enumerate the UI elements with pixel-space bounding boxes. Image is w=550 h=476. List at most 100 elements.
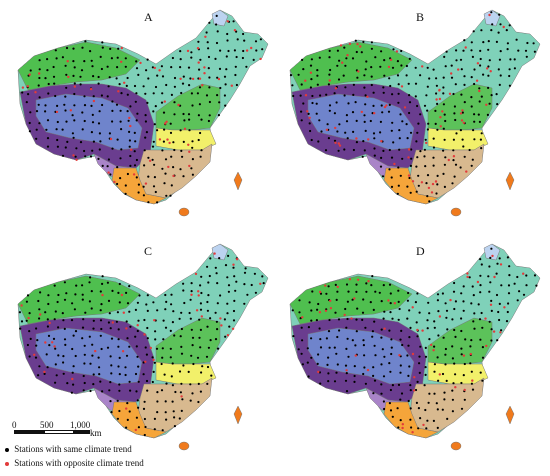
station-same-trend xyxy=(188,84,191,87)
station-same-trend xyxy=(136,329,139,333)
station-same-trend xyxy=(346,137,349,140)
station-same-trend xyxy=(336,290,339,293)
station-same-trend xyxy=(163,182,166,185)
station-same-trend xyxy=(136,301,139,304)
station-opposite-trend xyxy=(188,164,191,168)
station-opposite-trend xyxy=(196,47,200,50)
station-same-trend xyxy=(463,155,466,158)
station-same-trend xyxy=(383,310,386,313)
station-same-trend xyxy=(156,400,159,403)
station-same-trend xyxy=(171,56,174,60)
station-opposite-trend xyxy=(92,99,96,103)
station-same-trend xyxy=(143,417,146,421)
station-same-trend xyxy=(38,96,41,99)
station-opposite-trend xyxy=(373,112,376,115)
station-same-trend xyxy=(397,101,400,104)
station-same-trend xyxy=(414,66,417,69)
station-same-trend xyxy=(61,312,64,315)
station-same-trend xyxy=(27,93,30,96)
station-same-trend xyxy=(191,146,194,149)
legend-opposite-trend: Stations with opposite climate trend xyxy=(2,458,144,468)
station-same-trend xyxy=(508,274,511,277)
station-opposite-trend xyxy=(464,46,467,49)
station-same-trend xyxy=(57,326,60,329)
station-same-trend xyxy=(487,74,490,77)
station-same-trend xyxy=(327,285,330,288)
station-same-trend xyxy=(415,190,418,193)
station-same-trend xyxy=(56,104,59,107)
station-opposite-trend xyxy=(143,333,146,336)
station-same-trend xyxy=(346,337,349,340)
station-opposite-trend xyxy=(71,377,74,381)
station-same-trend xyxy=(66,140,69,143)
station-same-trend xyxy=(481,356,485,359)
station-same-trend xyxy=(426,327,429,330)
station-opposite-trend xyxy=(452,155,456,158)
station-same-trend xyxy=(169,194,172,197)
station-same-trend xyxy=(408,309,411,312)
station-same-trend xyxy=(165,194,168,197)
station-same-trend xyxy=(382,91,385,94)
station-same-trend xyxy=(473,82,476,86)
station-same-trend xyxy=(442,86,445,89)
station-same-trend xyxy=(346,317,349,321)
station-same-trend xyxy=(414,82,418,85)
station-same-trend xyxy=(473,120,476,123)
station-same-trend xyxy=(199,346,202,349)
station-same-trend xyxy=(425,427,428,430)
station-opposite-trend xyxy=(67,75,70,79)
station-same-trend xyxy=(246,293,249,296)
station-same-trend xyxy=(365,60,368,63)
station-same-trend xyxy=(482,41,485,44)
station-same-trend xyxy=(300,110,303,113)
station-same-trend xyxy=(373,154,376,157)
station-same-trend xyxy=(142,373,145,376)
station-same-trend xyxy=(453,362,456,365)
station-opposite-trend xyxy=(139,61,142,65)
station-opposite-trend xyxy=(485,103,488,107)
station-same-trend xyxy=(89,155,93,158)
station-same-trend xyxy=(243,302,246,305)
station-same-trend xyxy=(407,344,410,347)
station-same-trend xyxy=(35,128,38,131)
station-same-trend xyxy=(379,165,383,168)
station-same-trend xyxy=(116,399,119,402)
panel-label: B xyxy=(416,10,425,24)
station-same-trend xyxy=(147,156,150,159)
station-opposite-trend xyxy=(438,315,442,318)
station-same-trend xyxy=(471,158,474,161)
station-same-trend xyxy=(444,363,447,366)
station-opposite-trend xyxy=(459,112,463,115)
station-same-trend xyxy=(191,104,194,107)
station-same-trend xyxy=(81,298,84,301)
station-same-trend xyxy=(495,293,499,297)
station-opposite-trend xyxy=(438,89,441,92)
station-opposite-trend xyxy=(121,350,125,353)
station-same-trend xyxy=(57,293,60,297)
station-same-trend xyxy=(73,82,76,85)
station-same-trend xyxy=(57,354,60,357)
station-same-trend xyxy=(400,49,403,53)
station-same-trend xyxy=(441,372,445,376)
station-same-trend xyxy=(253,272,256,275)
station-same-trend xyxy=(46,69,49,72)
station-same-trend xyxy=(436,426,439,429)
station-same-trend xyxy=(471,55,474,59)
station-same-trend xyxy=(370,47,373,50)
station-same-trend xyxy=(337,78,341,81)
station-same-trend xyxy=(100,94,103,97)
station-same-trend xyxy=(116,56,119,59)
station-same-trend xyxy=(199,390,202,393)
station-same-trend xyxy=(232,319,236,322)
station-same-trend xyxy=(169,347,172,350)
station-same-trend xyxy=(144,114,147,117)
station-same-trend xyxy=(197,400,200,404)
station-same-trend xyxy=(182,289,185,292)
island-hainan xyxy=(178,441,190,451)
station-same-trend xyxy=(214,311,217,314)
station-same-trend xyxy=(161,167,164,170)
station-opposite-trend xyxy=(89,87,93,91)
station-same-trend xyxy=(397,289,400,292)
station-same-trend xyxy=(355,119,358,122)
station-same-trend xyxy=(160,101,164,104)
